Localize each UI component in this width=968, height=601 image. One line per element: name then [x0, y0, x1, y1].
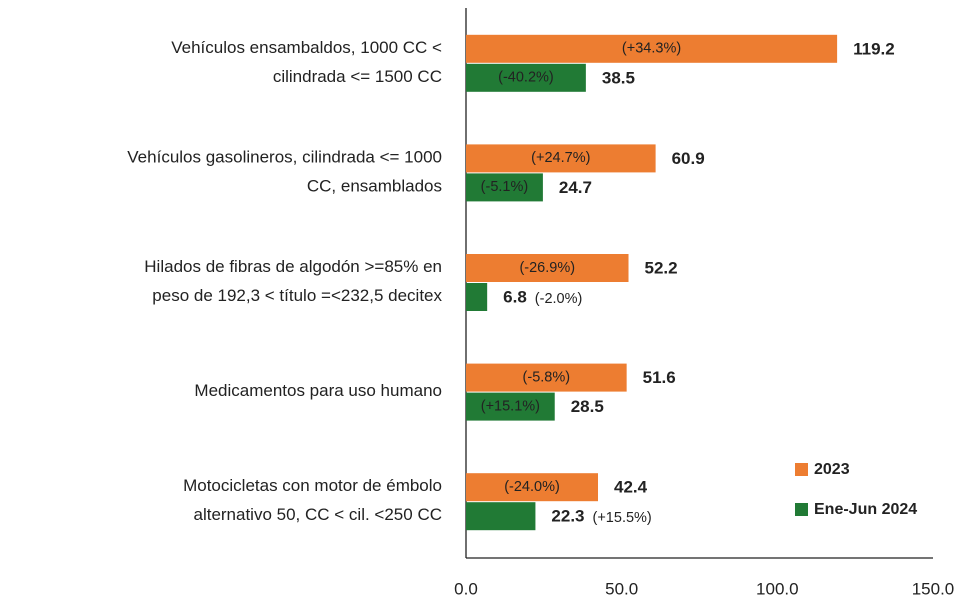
value-label: 51.6	[643, 368, 676, 387]
bar	[466, 144, 656, 173]
bar-annotation: (-26.9%)	[519, 260, 575, 276]
value-label: 22.3	[551, 507, 584, 526]
bar	[466, 173, 543, 202]
category-label: Vehículos ensambaldos, 1000 CC <	[171, 38, 442, 57]
bar-annotation: (-5.1%)	[481, 179, 529, 195]
bar	[466, 392, 555, 421]
bar-annotation: (-24.0%)	[504, 479, 560, 495]
bar	[466, 63, 586, 92]
bar-annotation: (+24.7%)	[531, 150, 590, 166]
category-label: Medicamentos para uso humano	[194, 381, 442, 400]
bar	[466, 502, 536, 531]
bar	[466, 363, 627, 392]
bar-annotation: (-5.8%)	[523, 369, 571, 385]
category-label: Vehículos gasolineros, cilindrada <= 100…	[127, 147, 442, 166]
category-label: peso de 192,3 < título =<232,5 decitex	[152, 286, 442, 305]
legend-label: Ene-Jun 2024	[814, 501, 917, 518]
category-label: CC, ensamblados	[307, 176, 442, 195]
category-label: alternativo 50, CC < cil. <250 CC	[193, 505, 442, 524]
bar-annotation: (+15.5%)	[593, 510, 652, 526]
value-label: 38.5	[602, 68, 635, 87]
value-label: 24.7	[559, 178, 592, 197]
legend-label: 2023	[814, 461, 850, 478]
category-label: Motocicletas con motor de émbolo	[183, 476, 442, 495]
value-label: 42.4	[614, 478, 648, 497]
category-label: Hilados de fibras de algodón >=85% en	[144, 257, 442, 276]
bar	[466, 283, 488, 311]
value-label: 6.8	[503, 287, 527, 306]
x-tick-label: 0.0	[454, 579, 478, 598]
bar	[466, 34, 838, 63]
x-tick-label: 100.0	[756, 579, 799, 598]
bar-annotation: (-2.0%)	[535, 291, 583, 307]
x-tick-label: 50.0	[605, 579, 638, 598]
category-label: cilindrada <= 1500 CC	[273, 67, 442, 86]
bar-annotation: (+34.3%)	[622, 41, 681, 57]
value-label: 28.5	[571, 397, 604, 416]
value-label: 119.2	[853, 39, 895, 58]
bar	[466, 473, 599, 502]
legend-swatch	[795, 463, 808, 476]
value-label: 60.9	[672, 149, 705, 168]
value-label: 52.2	[645, 258, 678, 277]
x-tick-label: 150.0	[912, 579, 955, 598]
bar-annotation: (+15.1%)	[481, 398, 540, 414]
bar-annotation: (-40.2%)	[498, 70, 554, 86]
legend-swatch	[795, 503, 808, 516]
bar	[466, 254, 629, 282]
